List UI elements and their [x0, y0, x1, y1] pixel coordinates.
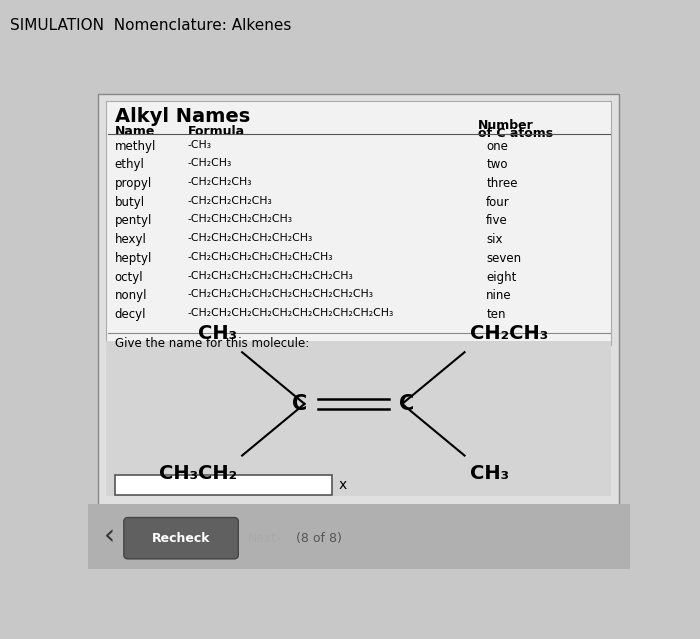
Text: pentyl: pentyl: [115, 215, 152, 227]
Text: -CH₃: -CH₃: [188, 140, 212, 150]
FancyBboxPatch shape: [124, 518, 238, 559]
Text: CH₂CH₃: CH₂CH₃: [470, 325, 548, 343]
Text: C: C: [292, 394, 307, 414]
Text: Next›: Next›: [248, 532, 281, 544]
Text: CH₃: CH₃: [197, 325, 237, 343]
Text: of C atoms: of C atoms: [478, 127, 553, 140]
Text: Recheck: Recheck: [152, 532, 210, 544]
Text: hexyl: hexyl: [115, 233, 146, 246]
Text: -CH₂CH₂CH₂CH₃: -CH₂CH₂CH₂CH₃: [188, 196, 272, 206]
Text: decyl: decyl: [115, 308, 146, 321]
Text: -CH₂CH₂CH₂CH₂CH₂CH₂CH₂CH₃: -CH₂CH₂CH₂CH₂CH₂CH₂CH₂CH₃: [188, 270, 354, 281]
Text: butyl: butyl: [115, 196, 145, 209]
Text: -CH₂CH₂CH₂CH₂CH₂CH₂CH₂CH₂CH₂CH₃: -CH₂CH₂CH₂CH₂CH₂CH₂CH₂CH₂CH₂CH₃: [188, 308, 394, 318]
Text: three: three: [486, 177, 518, 190]
FancyBboxPatch shape: [98, 94, 619, 505]
Text: seven: seven: [486, 252, 522, 265]
Text: six: six: [486, 233, 503, 246]
Text: one: one: [486, 140, 508, 153]
Text: Alkyl Names: Alkyl Names: [115, 107, 250, 126]
FancyBboxPatch shape: [106, 101, 611, 345]
FancyBboxPatch shape: [106, 341, 611, 496]
Text: two: two: [486, 158, 507, 171]
Text: ten: ten: [486, 308, 505, 321]
Text: CH₃: CH₃: [470, 465, 509, 483]
Text: Give the name for this molecule:: Give the name for this molecule:: [115, 337, 309, 350]
Text: ‹: ‹: [104, 522, 115, 550]
Text: Number: Number: [478, 119, 534, 132]
Text: -CH₂CH₂CH₂CH₂CH₂CH₂CH₂CH₂CH₃: -CH₂CH₂CH₂CH₂CH₂CH₂CH₂CH₂CH₃: [188, 289, 374, 299]
Text: -CH₂CH₂CH₂CH₂CH₂CH₃: -CH₂CH₂CH₂CH₂CH₂CH₃: [188, 233, 313, 243]
Text: five: five: [486, 215, 508, 227]
Text: methyl: methyl: [115, 140, 156, 153]
Text: C: C: [400, 394, 414, 414]
Text: -CH₂CH₂CH₂CH₂CH₃: -CH₂CH₂CH₂CH₂CH₃: [188, 215, 293, 224]
Text: nonyl: nonyl: [115, 289, 147, 302]
Text: ethyl: ethyl: [115, 158, 144, 171]
Text: -CH₂CH₃: -CH₂CH₃: [188, 158, 232, 168]
Text: octyl: octyl: [115, 270, 144, 284]
Text: eight: eight: [486, 270, 517, 284]
Text: Name: Name: [115, 125, 155, 138]
Text: SIMULATION  Nomenclature: Alkenes: SIMULATION Nomenclature: Alkenes: [10, 18, 292, 33]
Text: heptyl: heptyl: [115, 252, 152, 265]
Text: nine: nine: [486, 289, 512, 302]
Text: -CH₂CH₂CH₂CH₂CH₂CH₂CH₃: -CH₂CH₂CH₂CH₂CH₂CH₂CH₃: [188, 252, 333, 262]
FancyBboxPatch shape: [88, 504, 630, 569]
FancyBboxPatch shape: [115, 475, 332, 495]
Text: CH₃CH₂: CH₃CH₂: [159, 465, 237, 483]
Text: propyl: propyl: [115, 177, 152, 190]
Text: x: x: [338, 478, 346, 492]
Text: (8 of 8): (8 of 8): [296, 532, 342, 544]
Text: four: four: [486, 196, 510, 209]
Text: Formula: Formula: [188, 125, 245, 138]
Text: -CH₂CH₂CH₃: -CH₂CH₂CH₃: [188, 177, 253, 187]
